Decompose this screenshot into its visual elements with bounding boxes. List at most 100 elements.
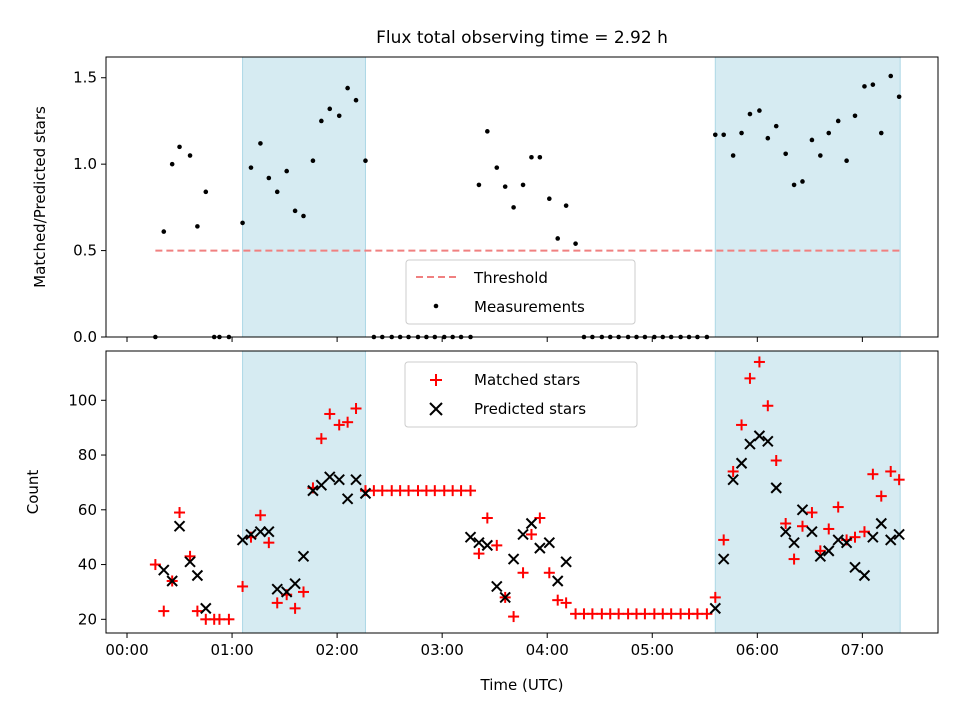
predicted-star-point — [289, 578, 301, 590]
measurement-point — [730, 153, 736, 158]
matched-star-point — [560, 597, 572, 609]
predicted-star-point — [796, 504, 809, 516]
matched-star-point — [762, 400, 774, 412]
measurement-point — [835, 118, 841, 124]
matched-star-point — [823, 523, 835, 535]
matched-star-point — [517, 567, 529, 579]
matched-star-point — [744, 372, 756, 384]
predicted-star-point — [200, 602, 212, 615]
measurement-point — [336, 113, 342, 119]
matched-star-point — [149, 559, 161, 571]
bottom-xtick-label: 07:00 — [841, 641, 884, 659]
matched-star-point — [691, 608, 703, 620]
predicted-star-point — [499, 591, 511, 604]
predicted-star-point — [552, 575, 564, 587]
predicted-star-point — [350, 473, 362, 486]
predicted-star-point — [543, 536, 556, 549]
measurement-point — [826, 130, 832, 136]
measurement-point — [284, 168, 289, 174]
predicted-star-point — [717, 553, 730, 565]
top-x-ticks — [126, 337, 863, 342]
predicted-star-point — [173, 520, 186, 532]
matched-star-point — [832, 501, 844, 513]
matched-star-point — [586, 608, 598, 620]
matched-star-point — [491, 539, 503, 551]
predicted-star-point — [245, 528, 257, 541]
bottom-panel: 20 40 60 80 100 00:00 01:00 02:00 03:00 04:00 05:… — [24, 350, 939, 694]
predicted-star-point — [473, 536, 485, 549]
predicted-star-point — [875, 517, 887, 530]
predicted-star-point — [823, 545, 835, 557]
predicted-star-point — [464, 531, 477, 543]
matched-star-point — [770, 455, 782, 467]
matched-star-point — [718, 534, 730, 546]
matched-star-point — [376, 485, 388, 497]
measurement-point — [327, 106, 333, 112]
predicted-star-point — [263, 525, 275, 538]
bottom-x-ticks: 00:00 01:00 02:00 03:00 04:00 05:00 06:00 07:00 — [105, 633, 884, 659]
measurement-point — [896, 94, 902, 100]
predicted-star-point — [333, 473, 345, 486]
top-y-ticks: 0.0 0.5 1.0 1.5 — [73, 69, 106, 346]
measurement-point — [187, 153, 193, 158]
predicted-star-point — [840, 536, 853, 549]
predicted-star-point — [858, 569, 871, 582]
matched-star-point — [814, 545, 826, 557]
measurement-point — [800, 179, 805, 184]
measurement-point — [852, 113, 858, 119]
matched-star-point — [271, 597, 283, 609]
measurement-point — [319, 118, 324, 124]
matched-star-point — [893, 474, 905, 486]
measurement-point — [809, 137, 815, 143]
predicted-star-point — [727, 473, 739, 486]
measurement-point — [345, 85, 350, 91]
predicted-star-point — [507, 553, 520, 565]
matched-star-point — [508, 611, 520, 623]
matched-star-point — [639, 608, 651, 620]
bottom-matched-points — [149, 356, 905, 625]
predicted-star-point — [885, 534, 897, 546]
measurement-point — [494, 165, 500, 170]
predicted-star-point — [744, 438, 756, 450]
matched-star-point — [473, 548, 485, 560]
matched-star-point — [191, 605, 203, 617]
measurement-point — [485, 129, 490, 134]
top-chart-title: Flux total observing time = 2.92 h — [376, 28, 668, 48]
measurement-point — [258, 141, 263, 146]
bottom-x-axis-label: Time (UTC) — [480, 676, 564, 694]
measurement-point — [177, 144, 182, 150]
predicted-star-point — [893, 528, 905, 541]
bot-ytick-label: 20 — [78, 610, 97, 628]
predicted-star-point — [158, 564, 170, 576]
measurement-point — [747, 111, 753, 117]
matched-star-point — [297, 586, 309, 598]
top-ytick-label: 0.0 — [73, 328, 97, 346]
bottom-legend: Matched stars Predicted stars — [404, 361, 638, 428]
measurement-point — [537, 154, 543, 160]
bottom-xtick-label: 05:00 — [631, 641, 674, 659]
measurement-point — [195, 224, 200, 229]
matched-star-point — [403, 485, 415, 497]
matched-star-point — [315, 433, 327, 445]
predicted-star-point — [753, 430, 766, 442]
matched-star-point — [806, 507, 818, 519]
bottom-legend-predicted-swatch — [429, 402, 443, 416]
matched-star-point — [736, 419, 748, 431]
bottom-predicted-points — [158, 430, 905, 615]
predicted-star-point — [491, 580, 503, 593]
predicted-star-point — [525, 517, 538, 530]
predicted-star-point — [254, 525, 267, 538]
measurement-point — [353, 97, 359, 103]
matched-star-point — [788, 553, 800, 565]
matched-star-point — [237, 580, 249, 592]
top-legend-box — [405, 259, 636, 325]
matched-star-point — [796, 520, 808, 532]
measurement-point — [266, 175, 272, 181]
predicted-star-point — [297, 550, 310, 563]
matched-star-point — [867, 468, 879, 480]
bottom-xtick-label: 06:00 — [736, 641, 779, 659]
bot-shaded-range-1 — [714, 350, 901, 634]
matched-star-point — [534, 512, 546, 524]
measurement-point — [310, 158, 316, 164]
